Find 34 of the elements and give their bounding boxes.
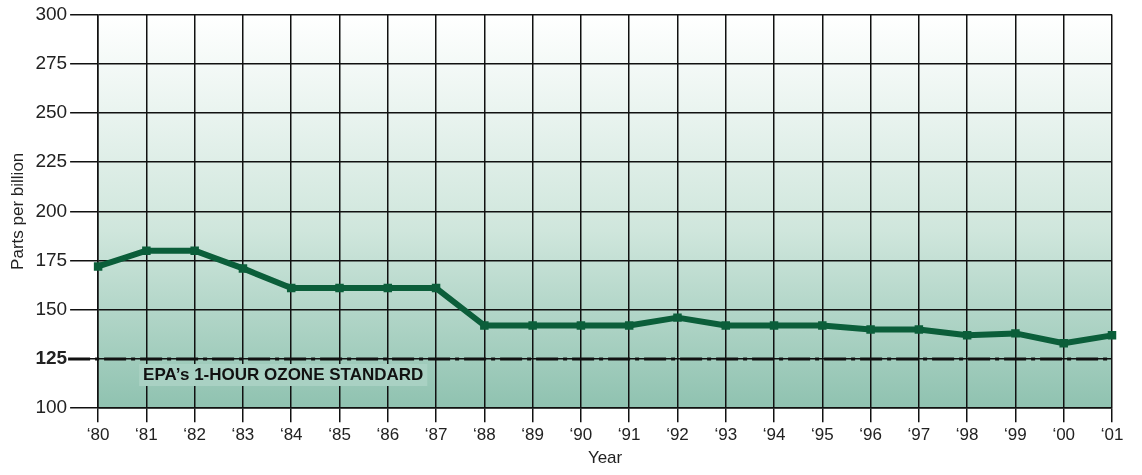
x-tick-label: ‘91 (617, 425, 641, 445)
x-tick-label: ‘93 (714, 425, 738, 445)
x-tick-label: ‘99 (1004, 425, 1027, 445)
y-tick-label: 225 (35, 150, 68, 172)
y-tick-label: 100 (35, 396, 68, 418)
x-tick-label: ‘87 (424, 425, 448, 445)
y-tick-label: 250 (35, 101, 68, 123)
y-tick-label: 300 (35, 2, 68, 24)
y-tick-label: 275 (35, 51, 68, 73)
x-tick-label: ‘89 (521, 425, 544, 445)
x-tick-label: ‘00 (1052, 425, 1076, 445)
x-tick-label: ‘86 (376, 425, 400, 445)
y-tick-label: 125 (35, 347, 68, 369)
x-tick-label: ‘80 (86, 425, 110, 445)
y-tick-label: 200 (35, 199, 68, 221)
y-tick-label: 175 (35, 248, 68, 270)
x-tick-label: ‘98 (955, 425, 979, 445)
x-axis-title: Year (587, 448, 623, 468)
x-tick-label: ‘83 (231, 425, 255, 445)
y-axis-title: Parts per billion (7, 152, 27, 270)
x-tick-label: ‘88 (473, 425, 496, 445)
x-tick-label: ‘01 (1100, 425, 1124, 445)
x-tick-label: ‘81 (135, 425, 158, 445)
x-tick-label: ‘84 (279, 425, 303, 445)
x-tick-label: ‘95 (810, 425, 834, 445)
x-tick-label: ‘94 (762, 425, 786, 445)
x-tick-label: ‘92 (666, 425, 689, 445)
x-tick-label: ‘90 (569, 425, 593, 445)
x-tick-label: ‘82 (183, 425, 207, 445)
x-tick-label: ‘96 (859, 425, 882, 445)
x-tick-label: ‘97 (907, 425, 931, 445)
ref-line-label: EPA’s 1-HOUR OZONE STANDARD (143, 365, 424, 385)
y-tick-label: 150 (35, 297, 68, 319)
x-tick-label: ‘85 (328, 425, 351, 445)
